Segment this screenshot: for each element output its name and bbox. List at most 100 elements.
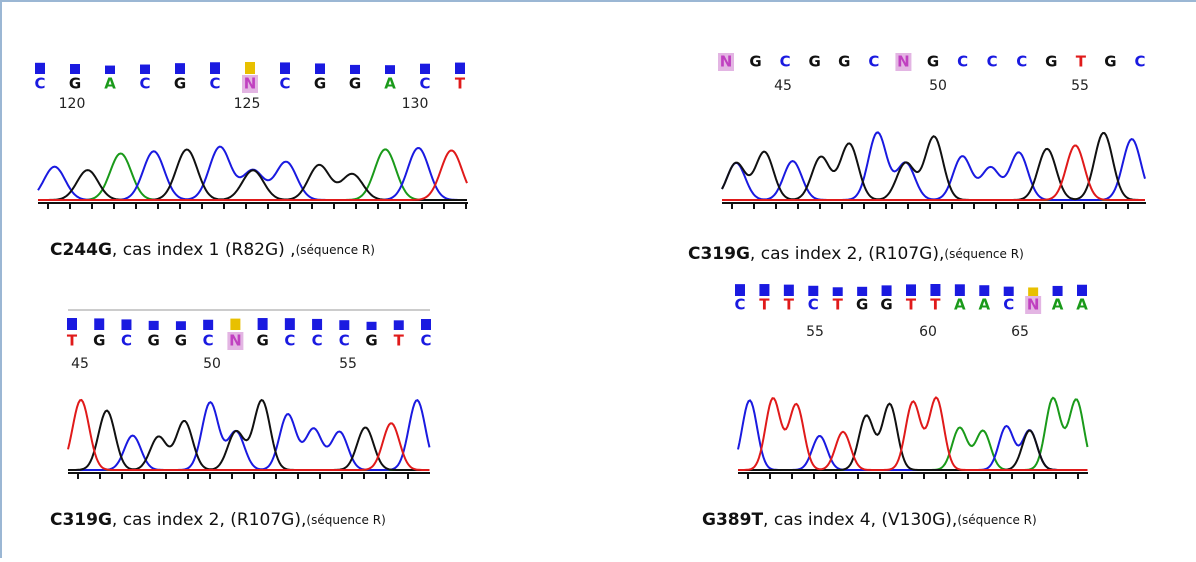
quality-bar	[105, 66, 115, 74]
caption-note: (séquence R)	[306, 513, 385, 527]
base-letter: C	[419, 75, 430, 93]
quality-bar	[285, 318, 295, 330]
base-letter: T	[930, 296, 941, 314]
base-letter: C	[121, 332, 132, 350]
base-letter: C	[808, 296, 819, 314]
quality-bar	[315, 63, 325, 74]
quality-bar	[245, 62, 255, 74]
position-label: 50	[203, 356, 221, 372]
figure: C244G, cas index 1 (R82G) ,(séquence R) …	[0, 0, 1196, 558]
base-letter: C	[284, 332, 295, 350]
base-letter: C	[957, 53, 968, 71]
mutation: G389T	[702, 510, 763, 530]
quality-bar	[258, 318, 268, 330]
quality-bar	[230, 319, 240, 330]
quality-bar	[455, 63, 465, 74]
caption-text: , cas index 2, (R107G),	[112, 510, 306, 530]
base-letter: T	[1076, 53, 1087, 71]
position-label: 65	[1011, 324, 1029, 340]
quality-bar	[210, 62, 220, 74]
base-letter: C	[312, 332, 323, 350]
quality-bar	[121, 319, 131, 330]
base-letter: G	[1104, 53, 1116, 71]
base-letter: G	[256, 332, 268, 350]
quality-bar	[759, 284, 769, 296]
base-letter: C	[1134, 53, 1145, 71]
caption-text: , cas index 1 (R82G) ,	[112, 240, 296, 260]
quality-bar	[808, 286, 818, 296]
base-letter: G	[314, 75, 326, 93]
quality-bar	[833, 287, 843, 296]
base-letter: C	[339, 332, 350, 350]
base-letter: N	[229, 332, 242, 350]
base-letter: G	[749, 53, 761, 71]
quality-bar	[176, 321, 186, 330]
position-label: 55	[339, 356, 357, 372]
base-letter: T	[759, 296, 770, 314]
position-label: 50	[929, 78, 947, 94]
caption-note: (séquence R)	[296, 243, 375, 257]
base-letter: C	[139, 75, 150, 93]
caption-text: , cas index 2, (R107G),	[750, 244, 944, 264]
position-label: 120	[59, 96, 86, 112]
base-letter: A	[104, 75, 116, 93]
base-letter: T	[906, 296, 917, 314]
base-letter: A	[384, 75, 396, 93]
base-letter: N	[1027, 296, 1040, 314]
base-letter: G	[856, 296, 868, 314]
quality-bar	[280, 62, 290, 74]
position-label: 125	[234, 96, 261, 112]
quality-bar	[735, 284, 745, 296]
base-letter: N	[244, 75, 257, 93]
quality-bar	[394, 320, 404, 330]
caption-note: (séquence R)	[957, 513, 1036, 527]
base-letter: C	[209, 75, 220, 93]
quality-bar	[149, 321, 159, 330]
base-letter: T	[394, 332, 405, 350]
quality-bar	[882, 285, 892, 296]
base-letter: C	[1016, 53, 1027, 71]
base-letter: C	[734, 296, 745, 314]
quality-bar	[955, 284, 965, 296]
quality-bar	[94, 318, 104, 330]
base-letter: T	[455, 75, 466, 93]
quality-bar	[385, 65, 395, 74]
position-label: 55	[1071, 78, 1089, 94]
base-letter: C	[780, 53, 791, 71]
base-letter: G	[148, 332, 160, 350]
base-letter: A	[954, 296, 966, 314]
base-letter: G	[927, 53, 939, 71]
base-letter: A	[978, 296, 990, 314]
position-label: 45	[71, 356, 89, 372]
quality-bar	[312, 319, 322, 330]
position-label: 45	[774, 78, 792, 94]
quality-bar	[67, 318, 77, 330]
base-letter: T	[67, 332, 78, 350]
base-letter: G	[69, 75, 81, 93]
base-letter: G	[365, 332, 377, 350]
quality-bar	[1004, 287, 1014, 296]
quality-bar	[175, 63, 185, 74]
base-letter: G	[174, 75, 186, 93]
quality-bar	[784, 285, 794, 296]
quality-bar	[857, 287, 867, 296]
position-label: 60	[919, 324, 937, 340]
base-letter: G	[838, 53, 850, 71]
base-letter: T	[784, 296, 795, 314]
quality-bar	[979, 285, 989, 296]
base-letter: N	[720, 53, 733, 71]
mutation: C244G	[50, 240, 112, 260]
position-label: 55	[806, 324, 824, 340]
base-letter: G	[175, 332, 187, 350]
quality-bar	[350, 65, 360, 74]
quality-bar	[367, 322, 377, 330]
quality-bar	[1077, 285, 1087, 296]
quality-bar	[420, 64, 430, 74]
base-letter: C	[34, 75, 45, 93]
quality-bar	[339, 320, 349, 330]
base-letter: C	[1003, 296, 1014, 314]
base-letter: C	[987, 53, 998, 71]
base-letter: C	[279, 75, 290, 93]
base-letter: G	[349, 75, 361, 93]
base-letter: N	[897, 53, 910, 71]
